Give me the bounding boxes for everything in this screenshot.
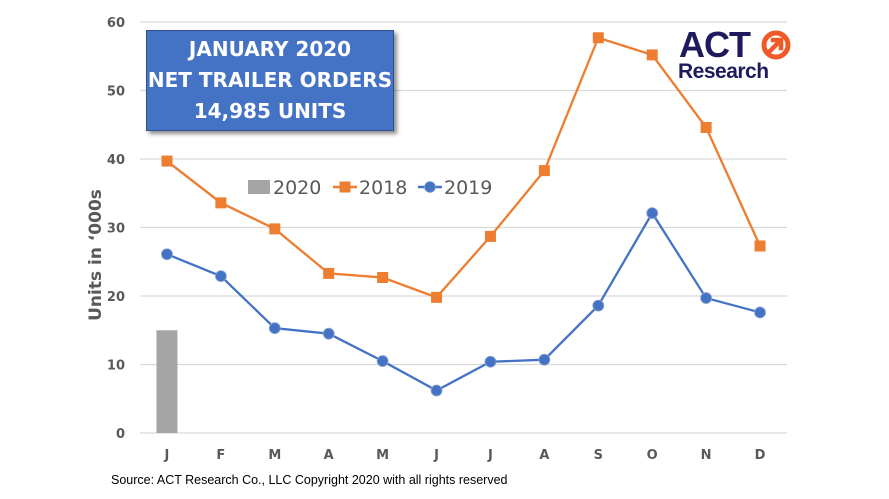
marker-2018 [538, 165, 550, 177]
x-tick-label: M [376, 448, 389, 463]
marker-2019 [268, 322, 281, 335]
marker-2019 [430, 384, 443, 397]
series-lines [161, 32, 766, 397]
marker-2019 [538, 353, 551, 366]
y-tick-label: 20 [107, 290, 125, 305]
headline-line-2: NET TRAILER ORDERS [147, 68, 393, 92]
x-tick-label: N [701, 448, 712, 463]
marker-2018 [377, 272, 389, 284]
line-2019 [166, 210, 761, 392]
marker-2018 [215, 197, 227, 209]
marker-2019 [484, 355, 497, 368]
marker-2019 [754, 306, 766, 319]
marker-2018 [754, 240, 766, 252]
x-tick-label: A [539, 448, 549, 463]
x-tick-label: M [268, 448, 281, 463]
legend-marker-2018 [339, 181, 351, 193]
y-tick-label: 50 [107, 85, 125, 100]
marker-2019 [322, 327, 335, 340]
marker-2018 [700, 121, 712, 133]
marker-2018 [592, 32, 604, 44]
y-tick-label: 60 [107, 16, 125, 31]
y-axis-label: Units in ‘000s [86, 189, 106, 321]
marker-2019 [700, 292, 713, 304]
marker-2018 [323, 267, 335, 279]
marker-2018 [269, 223, 281, 235]
marker-2018 [484, 230, 496, 242]
legend-label-2019: 2019 [444, 177, 492, 199]
marker-2019 [646, 207, 659, 220]
marker-2019 [592, 299, 605, 312]
y-axis-ticks: 0 10 20 30 40 50 60 [107, 16, 125, 442]
bar-2020 [156, 330, 178, 433]
legend: 2020 2018 2019 [248, 177, 492, 199]
x-tick-label: O [647, 448, 658, 463]
logo-research-text: Research [678, 60, 769, 83]
y-tick-label: 10 [107, 359, 125, 374]
headline-box: JANUARY 2020 NET TRAILER ORDERS 14,985 U… [146, 30, 394, 131]
x-tick-label: F [216, 448, 225, 463]
x-tick-label: D [755, 448, 766, 463]
y-tick-label: 40 [107, 153, 125, 168]
y-tick-label: 0 [116, 427, 125, 442]
legend-swatch-2020 [248, 180, 270, 194]
marker-2018 [161, 155, 173, 167]
headline-line-3: 14,985 UNITS [193, 99, 347, 123]
source-note: Source: ACT Research Co., LLC Copyright … [111, 473, 508, 487]
marker-2018 [431, 291, 443, 303]
line-2018 [166, 36, 762, 299]
legend-marker-2019 [424, 181, 436, 193]
x-tick-label: J [164, 448, 170, 463]
logo-act-text: ACT [679, 24, 751, 65]
series-2020-bars [156, 330, 178, 433]
x-tick-label: S [594, 448, 603, 463]
marker-2019 [161, 248, 173, 261]
act-research-logo: ACT Research [676, 24, 798, 86]
x-tick-label: A [324, 448, 334, 463]
headline-line-1: JANUARY 2020 [188, 37, 352, 61]
logo-arrow-icon [761, 30, 791, 60]
marker-2019 [376, 355, 389, 367]
legend-label-2020: 2020 [273, 177, 321, 199]
x-tick-label: J [433, 448, 439, 463]
marker-2019 [214, 270, 227, 283]
legend-label-2018: 2018 [359, 177, 407, 199]
y-tick-label: 30 [107, 222, 125, 237]
marker-2018 [646, 49, 658, 61]
x-tick-label: J [487, 448, 493, 463]
